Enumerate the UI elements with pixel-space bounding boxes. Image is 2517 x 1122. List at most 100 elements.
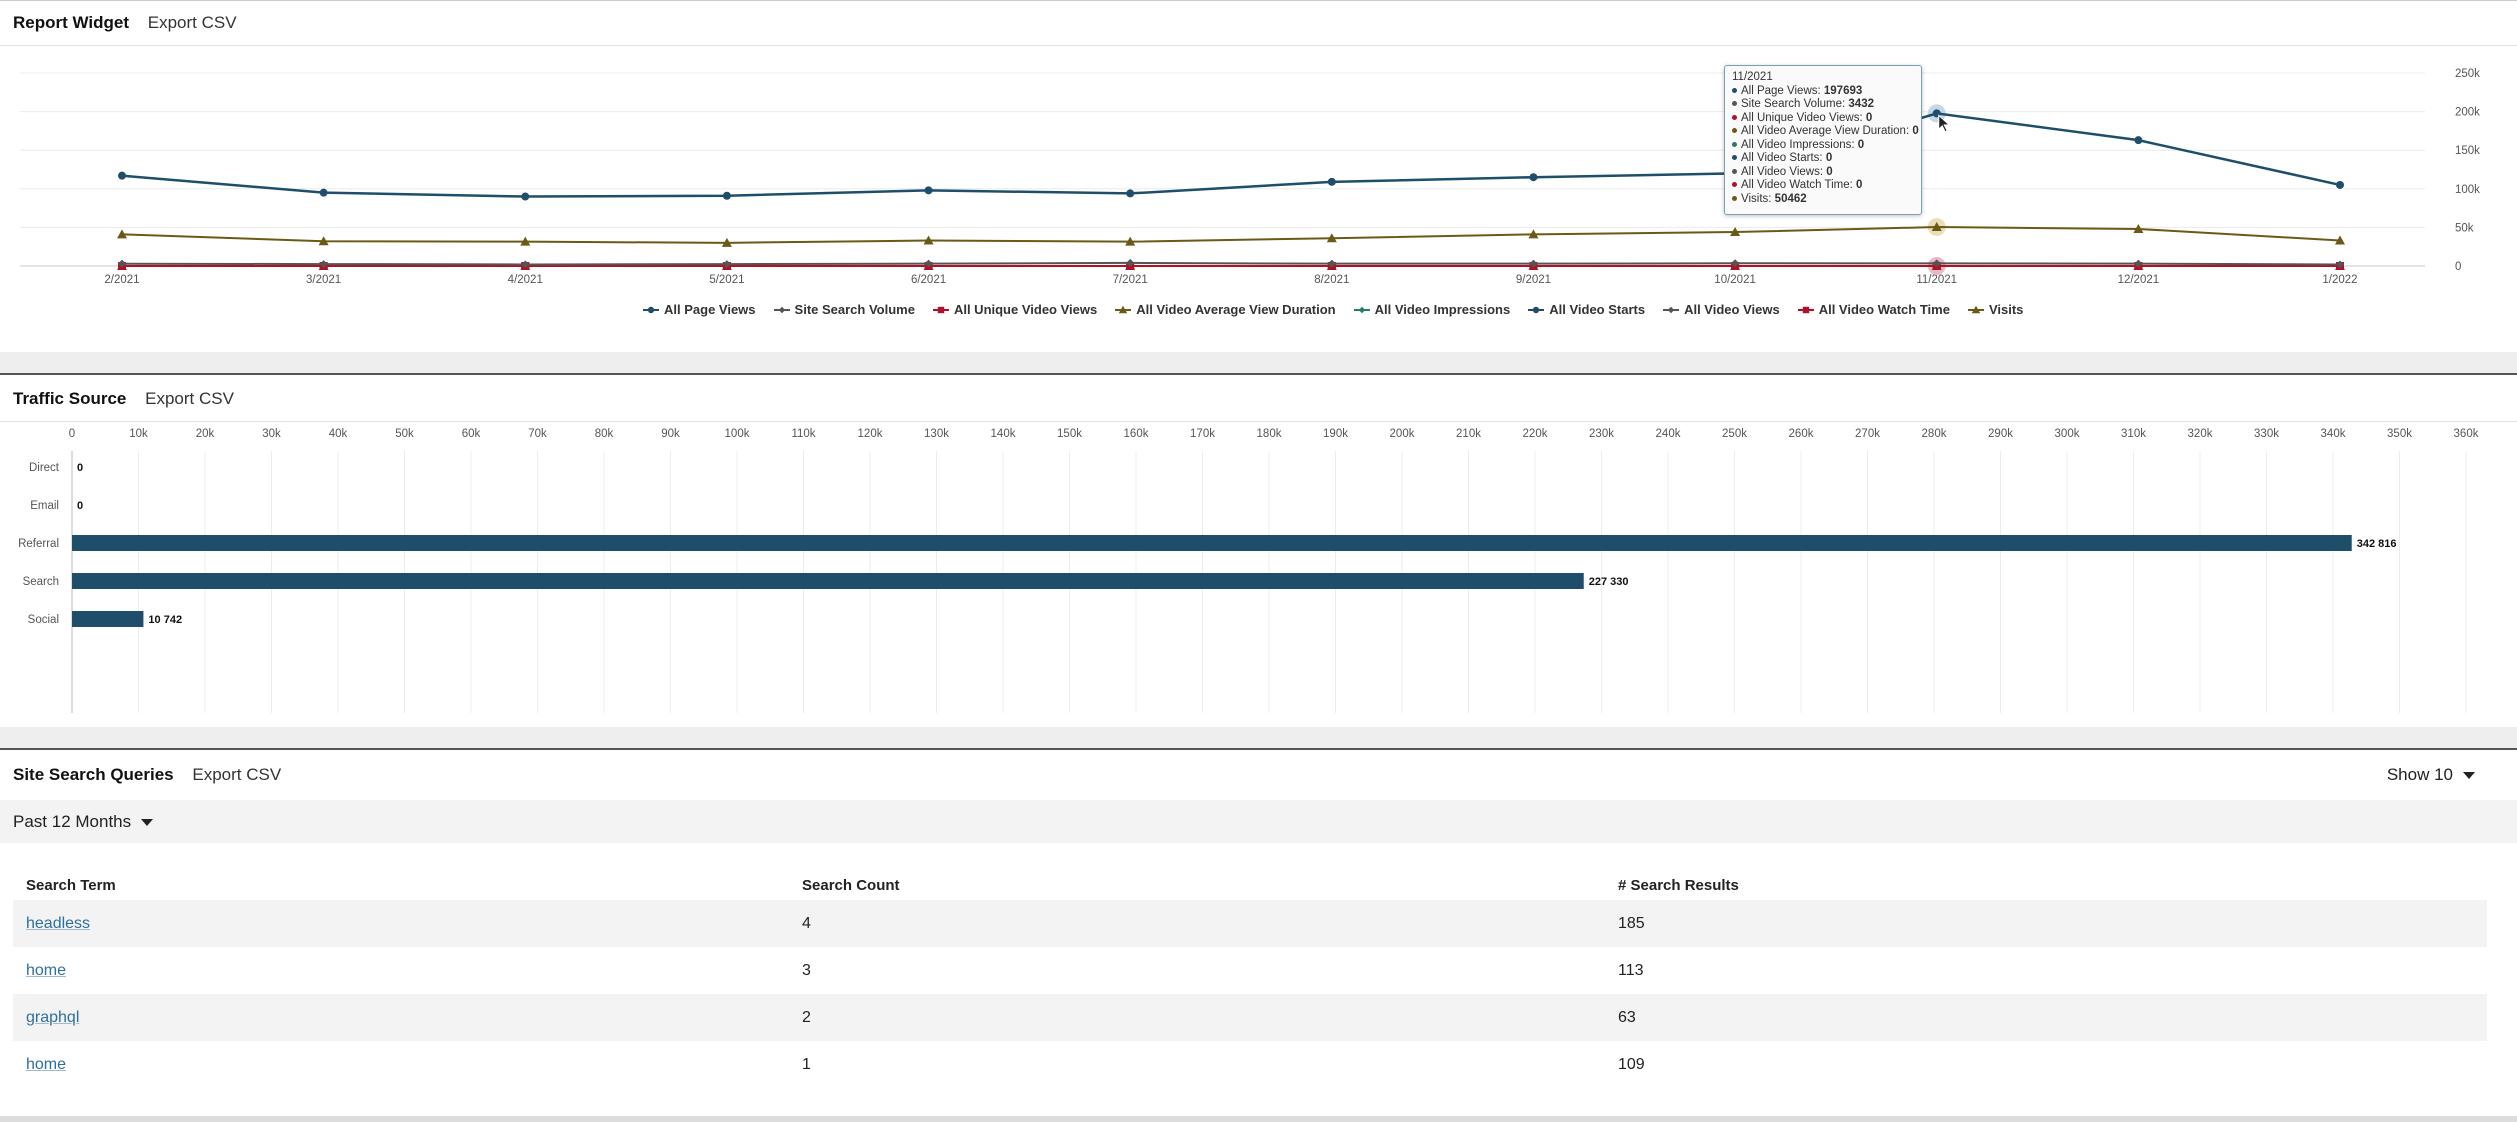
data-point-site-search-volume[interactable] [1731,259,1740,268]
legend-marker[interactable] [1667,306,1675,313]
period-label: Past 12 Months [13,812,132,831]
data-point-site-search-volume[interactable] [1932,259,1941,268]
data-point-all-page-views[interactable] [1327,177,1336,186]
legend-marker[interactable] [1533,306,1540,313]
data-point-all-page-views[interactable] [118,171,126,180]
tooltip-label: All Video Watch Time: [1741,179,1857,191]
data-point-site-search-volume[interactable] [1529,259,1538,268]
bar-search[interactable] [72,573,1584,589]
legend-label: All Page Views [664,302,756,317]
legend-marker[interactable] [778,306,785,313]
search-results-cell: 185 [1605,900,2487,947]
search-term-cell: graphql [13,994,789,1041]
data-point-site-search-volume[interactable] [2134,259,2143,268]
data-point-site-search-volume[interactable] [722,260,731,269]
data-point-visits[interactable] [721,237,732,247]
bar-social[interactable] [72,611,144,627]
data-point-visits[interactable] [520,236,531,246]
legend-item-all-page-views[interactable]: All Page Views [643,302,756,317]
report-widget-export-csv[interactable]: Export CSV [147,13,237,32]
legend-item-all-video-views[interactable]: All Video Views [1663,302,1780,317]
legend-item-visits[interactable]: Visits [1967,302,2023,317]
x-tick-label: 5/2021 [709,274,744,286]
search-term-link[interactable]: home [26,1055,67,1073]
data-point-all-page-views[interactable] [1529,173,1538,182]
legend-marker[interactable] [937,306,945,313]
legend-marker[interactable] [647,306,655,313]
column-header-search-term[interactable]: Search Term [26,877,116,894]
search-term-link[interactable]: headless [26,914,91,932]
search-term-link[interactable]: graphql [26,1008,80,1026]
data-point-site-search-volume[interactable] [521,260,530,269]
traffic-source-title: Traffic Source [13,389,127,408]
x-tick-label: 40k [329,428,348,440]
legend-marker[interactable] [1971,305,1981,313]
legend-item-all-unique-video-views[interactable]: All Unique Video Views [932,302,1097,317]
legend-marker[interactable] [1119,305,1128,313]
data-point-all-page-views[interactable] [319,188,328,197]
x-tick-label: 270k [1855,428,1880,440]
data-point-site-search-volume[interactable] [924,259,933,268]
legend-marker-icon [932,306,949,313]
show-count-label: Show 10 [2386,765,2453,784]
period-dropdown[interactable]: Past 12 Months [13,812,154,832]
x-tick-label: 30k [262,428,281,440]
bar-referral[interactable] [72,535,2352,551]
tooltip-row: Visits: 50462 [1732,193,1914,207]
data-point-visits[interactable] [1125,236,1136,246]
legend-marker-icon [1663,306,1680,313]
data-point-visits[interactable] [2335,235,2345,245]
table-row: headless 4 185 [13,900,2487,947]
table-row: graphql 2 63 [13,994,2487,1041]
search-results-cell: 63 [1605,994,2487,1041]
legend-marker-icon [1967,305,1984,313]
search-term-link[interactable]: home [26,961,67,979]
data-point-site-search-volume[interactable] [1327,259,1336,268]
data-point-visits[interactable] [2133,223,2144,233]
data-point-site-search-volume[interactable] [1126,258,1135,267]
data-point-visits[interactable] [117,229,127,239]
data-point-all-page-views[interactable] [924,186,933,195]
site-search-export-csv[interactable]: Export CSV [192,765,282,784]
data-point-visits[interactable] [923,235,934,245]
x-tick-label: 200k [1390,428,1415,440]
legend-item-all-video-impressions[interactable]: All Video Impressions [1353,302,1510,317]
column-header-search-count[interactable]: Search Count [802,877,900,894]
traffic-source-export-csv[interactable]: Export CSV [145,389,234,408]
traffic-bar-chart[interactable]: 0 10k 20k 30k 40k 50k 60k 70k 80k 90k 100k 110k 120k… [0,425,2517,725]
data-point-visits[interactable] [1730,227,1741,237]
data-point-all-page-views[interactable] [2134,136,2143,145]
report-line-chart[interactable]: 0 50k 100k 150k 200k 250k 2/2021 3/2021 4/2021 5/… [0,53,2517,353]
tooltip-row: All Video Starts: 0 [1732,152,1914,166]
x-tick-label: 170k [1190,428,1215,440]
legend-item-all-video-watch-time[interactable]: All Video Watch Time [1797,302,1950,317]
data-point-all-page-views[interactable] [722,191,731,200]
x-tick-label: 6/2021 [911,274,946,286]
y-tick-label: 150k [2455,145,2480,157]
legend-item-all-video-starts[interactable]: All Video Starts [1528,302,1645,317]
x-tick-label: 240k [1656,428,1681,440]
category-label: Search [23,576,59,588]
legend-item-all-video-average-view-duration[interactable]: All Video Average View Duration [1115,302,1336,317]
data-point-site-search-volume[interactable] [118,259,126,268]
search-count-cell: 3 [802,961,811,979]
data-point-visits[interactable] [318,236,329,246]
data-point-site-search-volume[interactable] [2336,260,2344,269]
data-point-visits[interactable] [1326,233,1337,243]
column-header-search-results[interactable]: # Search Results [1618,877,1739,894]
legend-marker[interactable] [1358,306,1365,313]
data-point-visits[interactable] [1528,229,1539,239]
x-tick-label: 7/2021 [1113,274,1148,286]
x-tick-label: 300k [2055,428,2080,440]
data-point-site-search-volume[interactable] [319,260,328,269]
x-tick-label: 8/2021 [1314,274,1349,286]
legend-marker[interactable] [1802,306,1809,313]
data-point-all-page-views[interactable] [1126,189,1135,198]
tooltip-value: 0 [1912,125,1919,137]
legend-item-site-search-volume[interactable]: Site Search Volume [773,302,915,317]
show-count-dropdown[interactable]: Show 10 [2387,765,2475,785]
y-tick-label: 250k [2455,68,2480,80]
data-point-visits[interactable] [1931,222,1942,232]
data-point-all-page-views[interactable] [521,192,530,201]
data-point-all-page-views[interactable] [2336,180,2344,189]
